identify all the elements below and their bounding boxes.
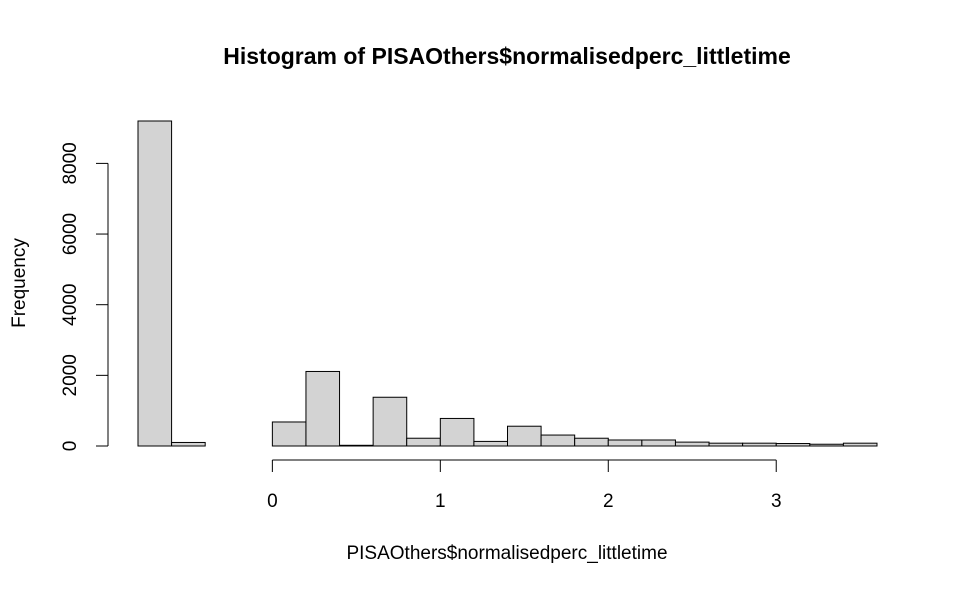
histogram-bars [137, 120, 878, 447]
x-tick-label-3: 3 [771, 491, 782, 512]
y-tick-label-4: 8000 [60, 142, 81, 184]
histogram-bar-13 [574, 437, 609, 447]
histogram-bar-5 [305, 370, 341, 447]
histogram-bar-7 [372, 396, 408, 447]
x-axis: 0 1 2 3 [267, 459, 782, 512]
chart-title: Histogram of PISAOthers$normalisedperc_l… [223, 43, 791, 69]
histogram-bar-20 [809, 443, 844, 447]
histogram-bar-9 [439, 417, 475, 447]
histogram-bar-14 [607, 439, 643, 447]
y-tick-label-0: 0 [60, 441, 81, 452]
y-tick-label-3: 6000 [60, 213, 81, 255]
histogram-bar-15 [641, 439, 676, 447]
y-tick-label-1: 2000 [60, 354, 81, 396]
histogram-bar-21 [842, 442, 878, 447]
x-tick-label-2: 2 [603, 491, 614, 512]
x-tick-label-0: 0 [267, 491, 278, 512]
histogram-bar-18 [742, 442, 777, 447]
histogram-bar-1 [171, 441, 206, 447]
histogram-bar-0 [137, 120, 173, 447]
histogram-bar-6 [339, 444, 374, 447]
histogram-bar-11 [507, 425, 542, 447]
histogram-bar-17 [708, 442, 744, 447]
histogram-bar-10 [473, 440, 508, 447]
histogram-bar-19 [775, 443, 811, 447]
histogram-bar-4 [271, 421, 307, 447]
x-tick-label-1: 1 [435, 491, 446, 512]
y-axis: 0 2000 4000 6000 8000 [60, 142, 109, 452]
histogram-bar-8 [406, 437, 441, 447]
histogram-bar-12 [540, 434, 576, 447]
y-tick-label-2: 4000 [60, 284, 81, 326]
y-axis-label: Frequency [9, 238, 30, 328]
x-axis-label: PISAOthers$normalisedperc_littletime [346, 543, 667, 564]
histogram-bar-16 [674, 441, 710, 447]
